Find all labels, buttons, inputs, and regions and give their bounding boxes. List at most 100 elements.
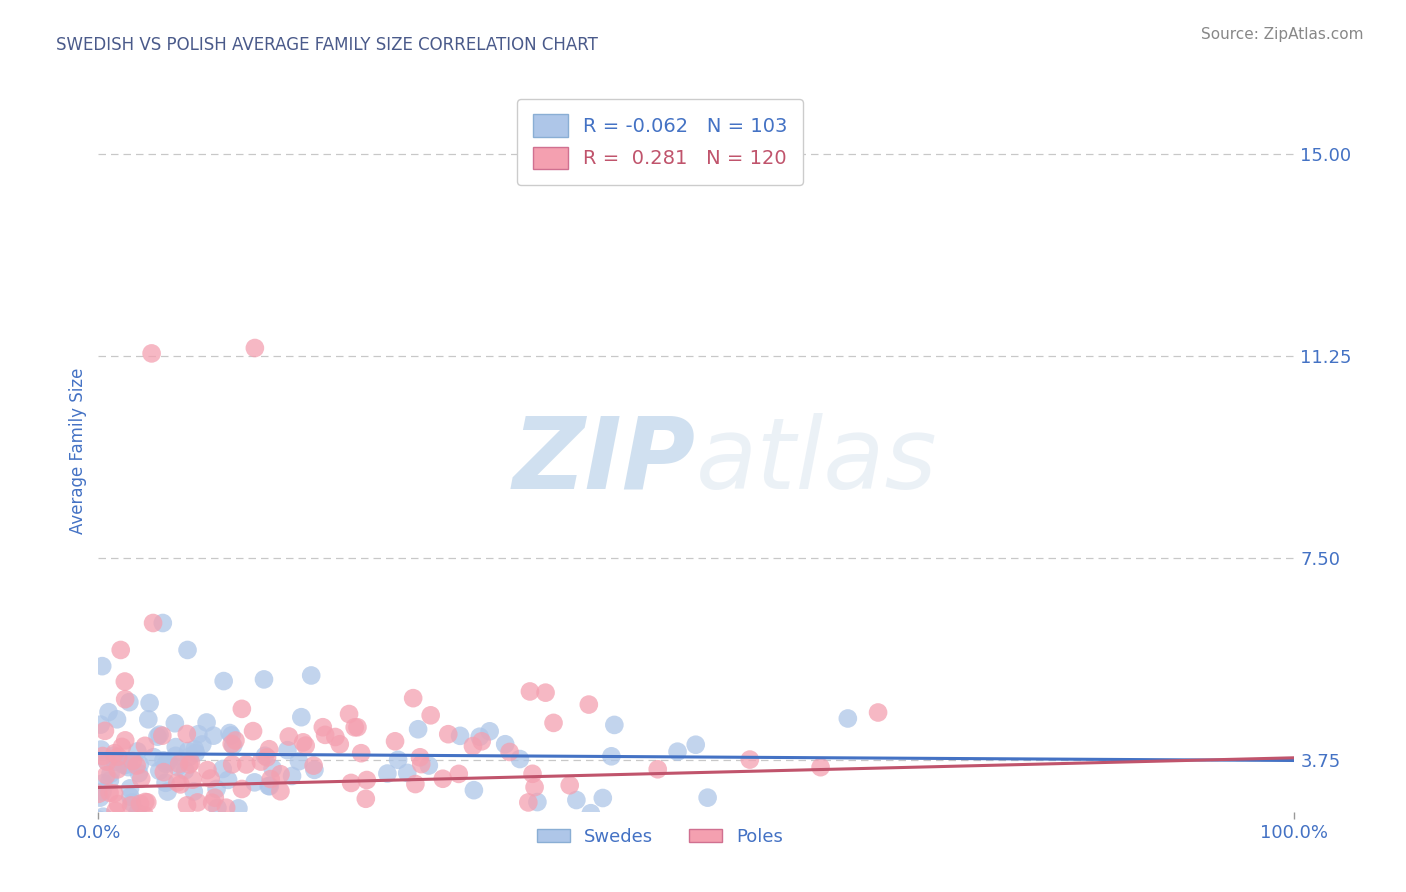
Point [207, 801, 229, 815]
Point [117, 760, 139, 774]
Point [114, 758, 136, 772]
Point [174, 764, 197, 778]
Point [461, 739, 484, 753]
Point [494, 737, 516, 751]
Point [176, 727, 198, 741]
Point [447, 767, 470, 781]
Point [166, 760, 188, 774]
Point [114, 674, 136, 689]
Point [111, 739, 134, 754]
Point [174, 814, 197, 829]
Point [169, 777, 191, 791]
Point [221, 728, 243, 742]
Point [221, 757, 243, 772]
Point [205, 781, 228, 796]
Point [120, 789, 142, 804]
Point [250, 755, 273, 769]
Point [299, 668, 322, 682]
Point [128, 766, 150, 780]
Point [90, 742, 112, 756]
Point [231, 782, 253, 797]
Point [402, 691, 425, 706]
Point [592, 791, 614, 805]
Point [87, 787, 110, 801]
Point [179, 757, 201, 772]
Point [449, 729, 471, 743]
Point [354, 791, 377, 805]
Point [117, 757, 139, 772]
Point [235, 757, 257, 772]
Point [647, 762, 669, 776]
Point [179, 749, 201, 764]
Point [125, 758, 148, 772]
Y-axis label: Average Family Size: Average Family Size [69, 368, 87, 533]
Point [396, 765, 419, 780]
Point [523, 780, 546, 795]
Point [110, 643, 132, 657]
Point [204, 790, 226, 805]
Point [243, 341, 266, 355]
Point [98, 786, 121, 800]
Point [404, 777, 426, 791]
Point [256, 750, 278, 764]
Point [314, 728, 336, 742]
Point [127, 805, 149, 820]
Point [359, 837, 381, 851]
Point [277, 730, 299, 744]
Point [529, 828, 551, 842]
Point [91, 749, 114, 764]
Point [384, 734, 406, 748]
Point [509, 752, 531, 766]
Point [89, 840, 111, 855]
Point [195, 715, 218, 730]
Point [329, 737, 352, 751]
Point [136, 795, 159, 809]
Point [134, 739, 156, 753]
Point [177, 744, 200, 758]
Point [269, 784, 291, 798]
Point [337, 706, 360, 721]
Point [543, 715, 565, 730]
Text: atlas: atlas [696, 413, 938, 510]
Point [139, 834, 162, 848]
Point [478, 724, 501, 739]
Point [91, 810, 114, 824]
Point [696, 790, 718, 805]
Point [129, 772, 152, 786]
Point [257, 779, 280, 793]
Text: SWEDISH VS POLISH AVERAGE FAMILY SIZE CORRELATION CHART: SWEDISH VS POLISH AVERAGE FAMILY SIZE CO… [56, 36, 598, 54]
Point [155, 756, 177, 771]
Point [409, 750, 432, 764]
Point [837, 711, 859, 725]
Point [89, 790, 111, 805]
Point [148, 728, 170, 742]
Point [233, 821, 256, 835]
Point [579, 821, 602, 835]
Point [184, 849, 207, 863]
Point [93, 776, 115, 790]
Point [157, 755, 180, 769]
Point [105, 712, 128, 726]
Point [163, 716, 186, 731]
Point [603, 718, 626, 732]
Point [387, 753, 409, 767]
Point [432, 772, 454, 786]
Point [419, 708, 441, 723]
Point [155, 776, 177, 790]
Point [180, 756, 202, 770]
Point [222, 739, 245, 753]
Point [217, 772, 239, 787]
Point [112, 758, 135, 772]
Point [120, 798, 142, 813]
Point [471, 734, 494, 748]
Point [259, 779, 281, 793]
Text: Source: ZipAtlas.com: Source: ZipAtlas.com [1201, 27, 1364, 42]
Point [149, 817, 172, 831]
Point [868, 706, 890, 720]
Point [134, 808, 156, 822]
Point [162, 840, 184, 855]
Point [526, 795, 548, 809]
Point [183, 742, 205, 756]
Point [91, 784, 114, 798]
Point [107, 763, 129, 777]
